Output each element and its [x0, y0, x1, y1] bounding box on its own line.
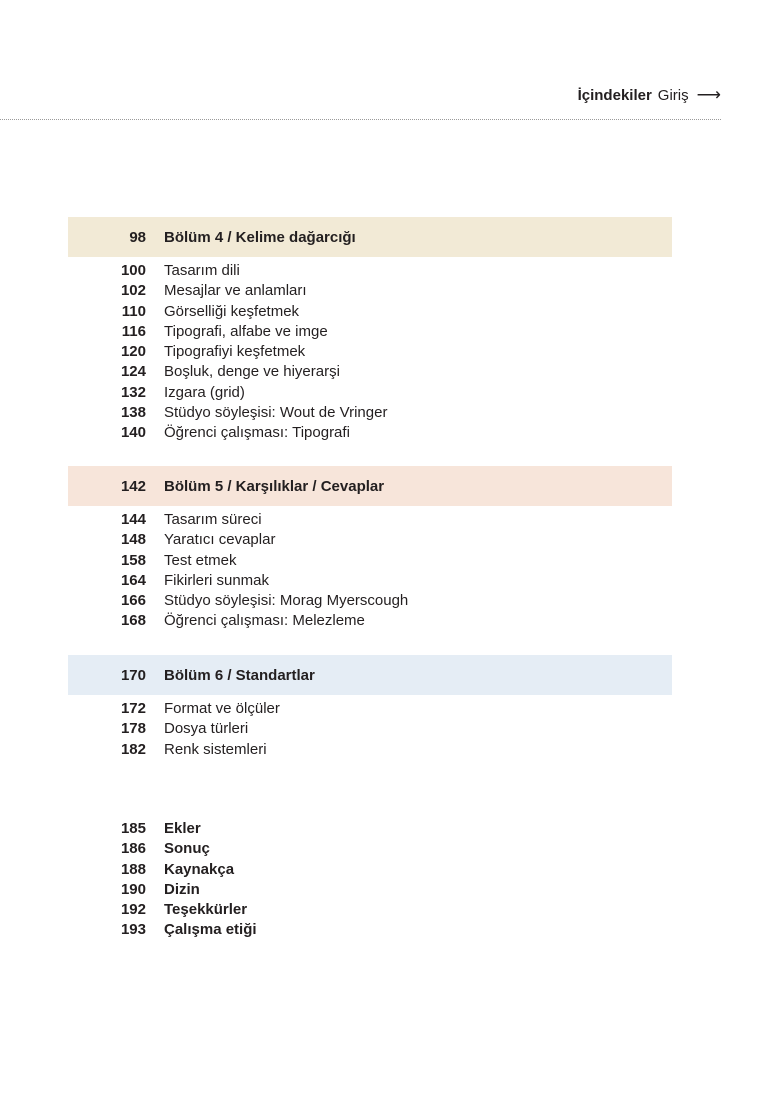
- toc-entry[interactable]: 110 Görselliği keşfetmek: [68, 302, 387, 322]
- toc-entry[interactable]: 132 Izgara (grid): [68, 383, 387, 403]
- toc-entry[interactable]: 138 Stüdyo söyleşisi: Wout de Vringer: [68, 403, 387, 423]
- section-page-number: 98: [129, 228, 146, 246]
- toc-entry[interactable]: 158 Test etmek: [68, 551, 408, 571]
- page-number: 140: [120, 424, 146, 442]
- entry-title: Tipografiyi keşfetmek: [164, 343, 306, 361]
- toc-entry[interactable]: 182 Renk sistemleri: [68, 740, 280, 760]
- toc-entry[interactable]: 148 Yaratıcı cevaplar: [68, 530, 408, 550]
- toc-entry[interactable]: 192 Teşekkürler: [68, 900, 257, 920]
- section-title: Bölüm 6 / Standartlar: [164, 666, 315, 684]
- header-title: İçindekiler: [577, 86, 652, 104]
- toc-entry[interactable]: 188 Kaynakça: [68, 860, 257, 880]
- page-number: 193: [120, 921, 146, 939]
- page-number: 124: [120, 363, 146, 381]
- page-number: 144: [120, 511, 146, 528]
- arrow-right-icon: ⟶: [696, 85, 721, 104]
- page-number: 120: [120, 343, 146, 361]
- entry-title: Öğrenci çalışması: Tipografi: [164, 424, 350, 442]
- toc-entry[interactable]: 116 Tipografi, alfabe ve imge: [68, 322, 387, 342]
- entry-title: Format ve ölçüler: [164, 700, 280, 717]
- section-title: Bölüm 4 / Kelime dağarcığı: [164, 228, 356, 246]
- section-entries: 100 Tasarım dili 102 Mesajlar ve anlamları 1…: [68, 261, 387, 444]
- entry-title: Stüdyo söyleşisi: Wout de Vringer: [164, 404, 388, 422]
- entry-title: Tasarım dili: [164, 262, 240, 279]
- toc-entry[interactable]: 185 Ekler: [68, 819, 257, 839]
- toc-entry[interactable]: 164 Fikirleri sunmak: [68, 571, 408, 591]
- toc-entry[interactable]: 102 Mesajlar ve anlamları: [68, 281, 387, 301]
- toc-entry[interactable]: 120 Tipografiyi keşfetmek: [68, 342, 387, 362]
- entry-title: Fikirleri sunmak: [164, 571, 270, 589]
- page-number: 185: [120, 820, 146, 837]
- section-title: Bölüm 5 / Karşılıklar / Cevaplar: [164, 477, 385, 495]
- entry-title: Mesajlar ve anlamları: [164, 282, 307, 300]
- toc-entry[interactable]: 140 Öğrenci çalışması: Tipografi: [68, 423, 387, 443]
- section-entries: 172 Format ve ölçüler 178 Dosya türleri 182 R…: [68, 699, 280, 760]
- section-heading[interactable]: 170 Bölüm 6 / Standartlar: [68, 655, 672, 695]
- entry-title: Izgara (grid): [164, 383, 245, 401]
- toc-entry[interactable]: 144 Tasarım süreci: [68, 510, 408, 530]
- entry-title: Dizin: [164, 880, 200, 898]
- entry-title: Sonuç: [164, 840, 210, 858]
- page-number: 138: [120, 404, 146, 422]
- entry-title: Yaratıcı cevaplar: [164, 531, 276, 549]
- page-number: 192: [120, 901, 146, 919]
- entry-title: Tasarım süreci: [164, 511, 262, 528]
- page-number: 100: [120, 262, 146, 279]
- page-number: 182: [120, 740, 146, 758]
- entry-title: Çalışma etiği: [164, 921, 257, 939]
- page-number: 166: [120, 592, 146, 610]
- header-subtitle: Giriş: [657, 86, 689, 104]
- running-header: İçindekiler Giriş ⟶: [578, 85, 721, 105]
- toc-entry[interactable]: 193 Çalışma etiği: [68, 920, 257, 940]
- section-entries: 144 Tasarım süreci 148 Yaratıcı cevaplar 158…: [68, 510, 408, 632]
- toc-entry[interactable]: 124 Boşluk, denge ve hiyerarşi: [68, 362, 387, 382]
- page-number: 172: [120, 700, 146, 717]
- page-number: 102: [120, 282, 146, 300]
- toc-entry[interactable]: 166 Stüdyo söyleşisi: Morag Myerscough: [68, 591, 408, 611]
- toc-entry[interactable]: 178 Dosya türleri: [68, 719, 280, 739]
- entry-title: Görselliği keşfetmek: [164, 302, 300, 320]
- entry-title: Teşekkürler: [164, 901, 248, 919]
- section-heading[interactable]: 142 Bölüm 5 / Karşılıklar / Cevaplar: [68, 466, 672, 506]
- page-number: 116: [121, 322, 146, 340]
- page-number: 148: [120, 531, 146, 549]
- entry-title: Stüdyo söyleşisi: Morag Myerscough: [164, 592, 409, 610]
- section-heading[interactable]: 98 Bölüm 4 / Kelime dağarcığı: [68, 217, 672, 257]
- toc-entry[interactable]: 186 Sonuç: [68, 839, 257, 859]
- entry-title: Boşluk, denge ve hiyerarşi: [164, 363, 340, 381]
- entry-title: Test etmek: [164, 551, 237, 569]
- page-number: 168: [120, 612, 146, 630]
- entry-title: Kaynakça: [164, 860, 235, 878]
- page-number: 190: [120, 880, 146, 898]
- toc-entry[interactable]: 190 Dizin: [68, 880, 257, 900]
- toc-entry[interactable]: 100 Tasarım dili: [68, 261, 387, 281]
- page-number: 158: [120, 551, 146, 569]
- toc-entry[interactable]: 168 Öğrenci çalışması: Melezleme: [68, 611, 408, 631]
- page-number: 188: [120, 860, 146, 878]
- page-number: 178: [120, 720, 146, 738]
- page-number: 186: [120, 840, 146, 858]
- entry-title: Renk sistemleri: [164, 740, 267, 758]
- appendix-entries: 185 Ekler 186 Sonuç 188 Kaynakça 190 Dizin 192 Te…: [68, 819, 257, 941]
- section-page-number: 170: [120, 666, 146, 684]
- page-number: 110: [121, 302, 146, 320]
- header-divider: [0, 119, 721, 120]
- toc-entry[interactable]: 172 Format ve ölçüler: [68, 699, 280, 719]
- section-page-number: 142: [120, 477, 146, 495]
- entry-title: Ekler: [164, 820, 201, 837]
- entry-title: Öğrenci çalışması: Melezleme: [164, 612, 365, 630]
- entry-title: Tipografi, alfabe ve imge: [164, 322, 328, 340]
- page-number: 132: [120, 383, 146, 401]
- entry-title: Dosya türleri: [164, 720, 249, 738]
- page-number: 164: [120, 571, 146, 589]
